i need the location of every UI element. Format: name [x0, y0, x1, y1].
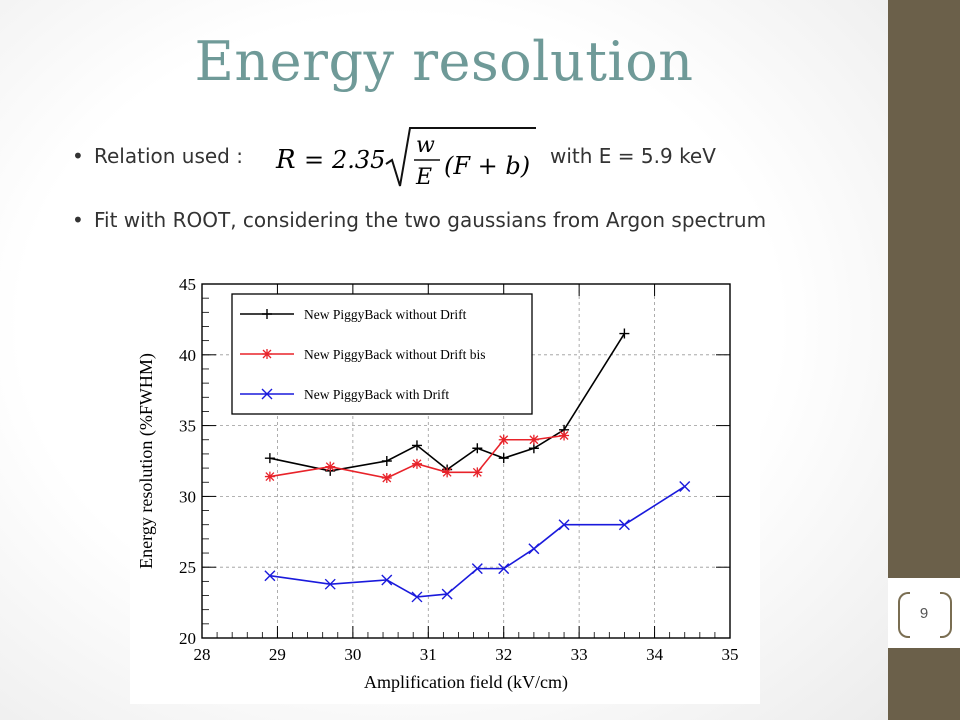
y-tick-label: 25 — [179, 558, 196, 577]
y-tick-label: 30 — [179, 487, 196, 506]
data-point-star — [325, 461, 336, 472]
series-3 — [264, 480, 691, 603]
data-point-cross — [618, 519, 630, 531]
page-number-bracket-left — [898, 592, 910, 638]
resolution-formula: R = 2.35 w E (F + b) — [275, 127, 536, 190]
formula-numerator: w — [416, 133, 435, 158]
y-axis-label: Energy resolution (%FWHM) — [136, 353, 157, 569]
bullet-fit: • Fit with ROOT, considering the two gaus… — [72, 208, 766, 232]
data-point-plus — [619, 328, 630, 339]
bullet-relation-suffix: with E = 5.9 keV — [550, 144, 716, 168]
chart-ticks: 28 29 30 31 32 33 34 35 20 25 30 35 40 45 — [179, 275, 739, 664]
energy-resolution-chart: 28 29 30 31 32 33 34 35 20 25 30 35 40 45 New PiggyBa… — [136, 275, 739, 693]
formula-sqrt-sign — [385, 127, 536, 187]
plot-frame — [201, 283, 731, 639]
bullet-fit-text: Fit with ROOT, considering the two gauss… — [94, 208, 767, 232]
data-point-cross — [261, 388, 273, 400]
x-tick-label: 34 — [646, 645, 664, 664]
bullet-relation-text: Relation used : — [94, 144, 243, 168]
data-point-cross — [324, 578, 336, 590]
data-point-star — [411, 458, 422, 469]
bullet-relation: • Relation used : — [72, 144, 243, 168]
data-point-star — [472, 467, 483, 478]
y-tick-label: 35 — [179, 417, 196, 436]
data-point-cross — [411, 591, 423, 603]
x-tick-label: 30 — [344, 645, 361, 664]
data-point-star — [559, 430, 570, 441]
data-point-cross — [558, 519, 570, 531]
data-point-star — [528, 434, 539, 445]
x-tick-label: 31 — [420, 645, 437, 664]
y-tick-label: 20 — [179, 629, 196, 648]
data-point-star — [262, 349, 272, 359]
data-point-cross — [471, 563, 483, 575]
formula-factor: (F + b) — [444, 152, 530, 180]
legend-entry-label: New PiggyBack with Drift — [304, 387, 449, 402]
data-point-cross — [498, 563, 510, 575]
data-point-cross — [381, 574, 393, 586]
data-point-plus — [528, 443, 539, 454]
x-tick-label: 28 — [194, 645, 211, 664]
y-tick-label: 40 — [179, 346, 196, 365]
data-point-plus — [498, 453, 509, 464]
x-tick-label: 29 — [269, 645, 286, 664]
x-tick-label: 32 — [495, 645, 512, 664]
data-point-cross — [264, 570, 276, 582]
bullet-dot: • — [72, 144, 84, 168]
data-point-plus — [411, 440, 422, 451]
data-point-star — [264, 471, 275, 482]
data-point-plus — [472, 443, 483, 454]
legend-entry-label: New PiggyBack without Drift bis — [304, 347, 486, 362]
data-point-plus — [381, 456, 392, 466]
page-number-bracket-right — [940, 592, 952, 638]
y-tick-label: 45 — [179, 275, 196, 294]
data-point-star — [381, 472, 392, 483]
page-number-tab — [888, 578, 960, 648]
legend-entry-label: New PiggyBack without Drift — [304, 307, 467, 322]
x-tick-label: 33 — [571, 645, 588, 664]
formula-denominator: E — [415, 165, 432, 190]
chart-container: 28 29 30 31 32 33 34 35 20 25 30 35 40 45 New PiggyBa… — [130, 262, 760, 704]
page-number: 9 — [919, 604, 929, 622]
formula-coefficient: 2.35 — [331, 146, 385, 174]
data-point-star — [442, 467, 453, 478]
bullet-dot: • — [72, 208, 84, 232]
slide-title: Energy resolution — [194, 30, 694, 93]
data-point-plus — [264, 453, 275, 464]
series-line — [269, 485, 686, 598]
series-2 — [264, 430, 570, 483]
chart-legend: New PiggyBack without Drift New PiggyBack… — [231, 293, 533, 415]
formula-equals: = — [304, 146, 324, 174]
series-1 — [264, 328, 630, 476]
series-line — [269, 333, 626, 472]
data-point-cross — [679, 480, 691, 492]
formula-lhs: R — [275, 145, 296, 175]
data-point-plus — [262, 309, 272, 319]
data-point-star — [498, 434, 509, 445]
chart-series-layer — [264, 328, 691, 603]
data-point-cross — [441, 588, 453, 600]
x-axis-label: Amplification field (kV/cm) — [364, 672, 568, 693]
data-point-cross — [528, 543, 540, 555]
x-tick-label: 35 — [722, 645, 739, 664]
